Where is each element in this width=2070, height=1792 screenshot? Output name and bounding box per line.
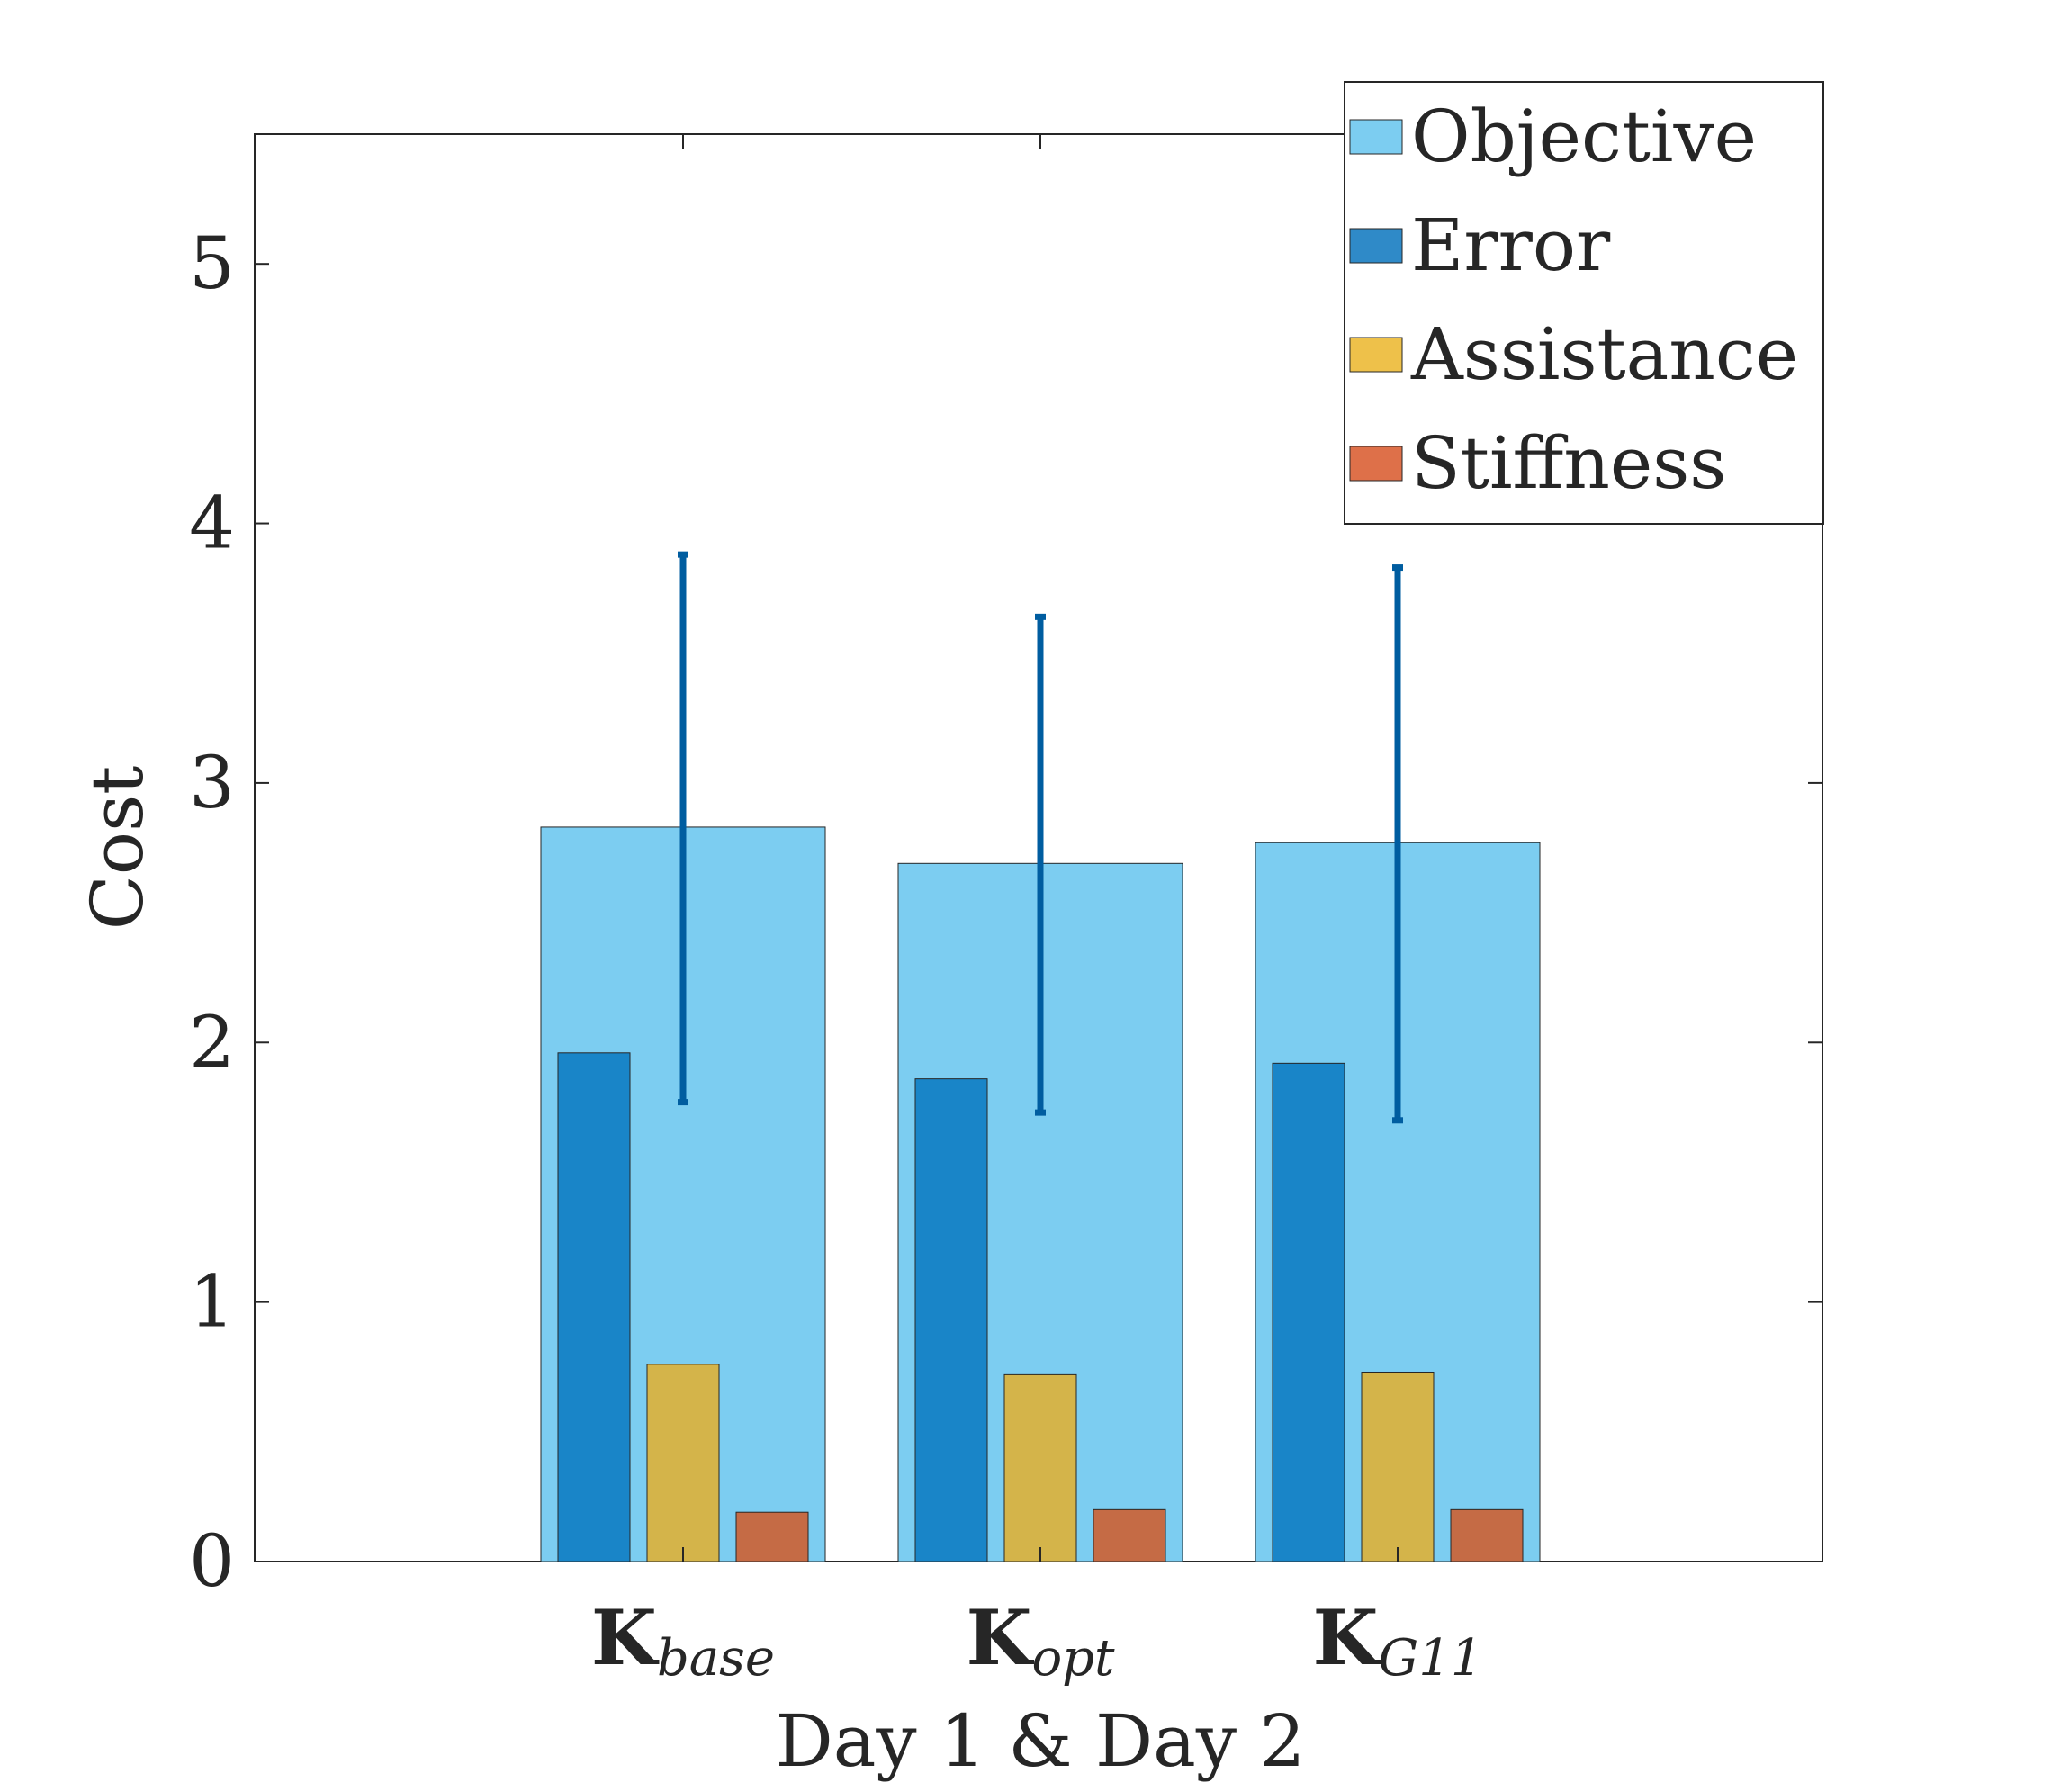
x-axis-label: Day 1 & Day 2 (776, 1699, 1306, 1783)
error-bars (678, 551, 1403, 1124)
legend-swatch (1349, 228, 1403, 264)
y-tick-label: 3 (189, 741, 235, 824)
legend-swatch (1349, 119, 1403, 155)
y-tick-label: 0 (189, 1519, 235, 1603)
error-bar (1392, 564, 1403, 1124)
bar-stiffness (735, 1511, 809, 1562)
bar-error (914, 1078, 988, 1562)
y-tick-label: 4 (189, 482, 235, 565)
legend-item-objective: Objective (1349, 95, 1757, 178)
legend-label: Objective (1411, 95, 1757, 178)
bar-assistance (1361, 1371, 1435, 1562)
legend-swatch (1349, 446, 1403, 482)
y-tick-label: 5 (189, 221, 235, 305)
bar-assistance (1004, 1373, 1077, 1562)
legend-item-assistance: Assistance (1349, 312, 1798, 396)
legend-label: Stiffness (1411, 421, 1726, 505)
bar-error (557, 1052, 631, 1562)
bar-error (1272, 1062, 1346, 1562)
error-bar (678, 551, 688, 1106)
bar-assistance (646, 1364, 720, 1562)
legend-label: Error (1411, 203, 1611, 287)
y-axis-label: Cost (76, 766, 159, 931)
x-axis-ticks: Kbase Kopt KG11 (591, 134, 1483, 1688)
y-tick-label: 2 (189, 1000, 235, 1084)
legend-item-stiffness: Stiffness (1349, 421, 1726, 505)
legend-label: Assistance (1410, 312, 1798, 396)
legend: Objective Error Assistance Stiffness (1344, 81, 1824, 525)
x-tick-label: Kbase (591, 1593, 775, 1688)
y-axis-ticks: 0 1 2 3 4 5 (189, 221, 1822, 1603)
legend-swatch (1349, 337, 1403, 373)
y-tick-label: 1 (189, 1260, 235, 1344)
legend-box (1344, 81, 1824, 525)
bar-stiffness (1450, 1508, 1524, 1562)
x-tick-label: KG11 (1312, 1593, 1482, 1688)
legend-item-error: Error (1349, 203, 1611, 287)
x-tick-label: Kopt (966, 1593, 1115, 1688)
error-bar (1035, 613, 1046, 1116)
bar-stiffness (1093, 1508, 1166, 1562)
